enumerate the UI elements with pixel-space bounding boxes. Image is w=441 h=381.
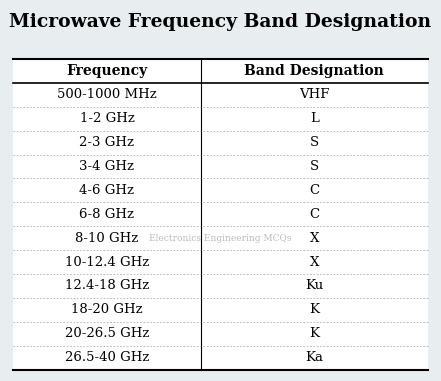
- Text: 18-20 GHz: 18-20 GHz: [71, 303, 143, 316]
- Text: 2-3 GHz: 2-3 GHz: [79, 136, 135, 149]
- Text: Ku: Ku: [305, 280, 323, 293]
- Text: 26.5-40 GHz: 26.5-40 GHz: [65, 351, 149, 364]
- Text: 10-12.4 GHz: 10-12.4 GHz: [65, 256, 149, 269]
- Text: 8-10 GHz: 8-10 GHz: [75, 232, 138, 245]
- Text: K: K: [309, 327, 319, 340]
- Text: C: C: [309, 208, 319, 221]
- Text: Band Designation: Band Designation: [244, 64, 384, 78]
- Text: Microwave Frequency Band Designation: Microwave Frequency Band Designation: [9, 13, 432, 31]
- Bar: [13, 59, 428, 370]
- Text: 500-1000 MHz: 500-1000 MHz: [57, 88, 157, 101]
- Text: 12.4-18 GHz: 12.4-18 GHz: [65, 280, 149, 293]
- Text: K: K: [309, 303, 319, 316]
- Text: C: C: [309, 184, 319, 197]
- Text: S: S: [310, 136, 319, 149]
- Text: X: X: [310, 232, 319, 245]
- Text: L: L: [310, 112, 319, 125]
- Text: 6-8 GHz: 6-8 GHz: [79, 208, 135, 221]
- Text: 20-26.5 GHz: 20-26.5 GHz: [65, 327, 149, 340]
- Text: 1-2 GHz: 1-2 GHz: [79, 112, 135, 125]
- Text: VHF: VHF: [299, 88, 329, 101]
- Text: S: S: [310, 160, 319, 173]
- Text: Electronics Engineering MCQs: Electronics Engineering MCQs: [149, 234, 292, 243]
- Text: X: X: [310, 256, 319, 269]
- Text: 3-4 GHz: 3-4 GHz: [79, 160, 135, 173]
- Text: Frequency: Frequency: [66, 64, 148, 78]
- Text: 4-6 GHz: 4-6 GHz: [79, 184, 135, 197]
- Text: Ka: Ka: [305, 351, 323, 364]
